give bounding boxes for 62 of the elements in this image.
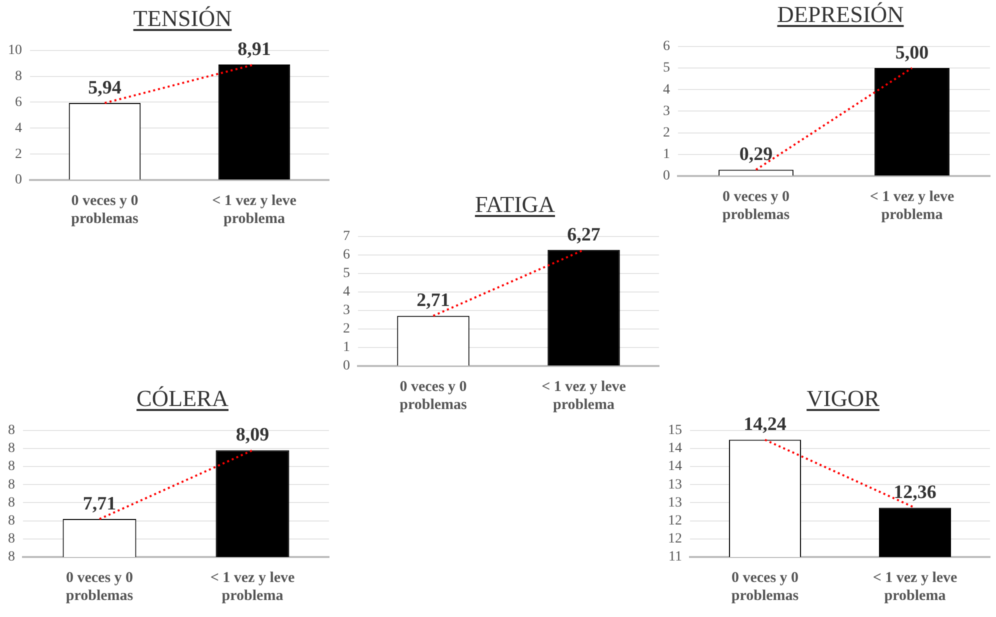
data-label: 0,29 [739,144,773,166]
y-tick-label: 12 [668,514,682,528]
y-tick-label: 14 [668,459,682,474]
x-tick-label: < 1 vez y leve problema [870,188,955,223]
y-tick-label: 0 [663,168,670,184]
chart-title: TENSIÓN [132,5,233,33]
y-tick-label: 6 [343,248,350,263]
chart-title: DEPRESIÓN [776,1,905,29]
chart-title: VIGOR [806,385,880,413]
data-label: 14,24 [744,414,787,436]
y-tick-label: 0 [343,358,350,374]
x-tick-label: < 1 vez y leve problema [210,570,296,604]
y-tick-label: 11 [668,550,682,565]
y-tick-label: 2 [663,125,670,140]
y-tick-label: 3 [663,104,670,119]
y-tick-label: 4 [15,120,22,136]
y-tick-label: 12 [668,532,682,547]
x-tick-label: 0 veces y 0 problemas [731,570,799,604]
data-label: 8,09 [236,424,270,446]
y-tick-label: 1 [663,147,670,162]
y-tick-label: 1 [343,340,350,356]
y-tick-label: 5 [663,60,670,76]
y-tick-label: 13 [668,477,682,492]
chart-title: FATIGA [474,191,556,219]
y-tick-label: 2 [343,322,350,337]
y-tick-label: 8 [8,514,15,528]
x-tick-label: 0 veces y 0 problemas [400,378,468,413]
y-tick-label: 13 [668,495,682,510]
data-label: 6,27 [567,224,601,246]
y-tick-label: 7 [343,229,350,244]
data-label: 5,94 [88,77,122,98]
y-tick-label: 8 [8,423,15,438]
data-label: 7,71 [82,493,116,514]
y-tick-label: 15 [668,423,682,438]
y-tick-label: 8 [8,532,15,547]
data-label: 8,91 [238,38,271,60]
y-tick-label: 3 [343,303,350,318]
y-tick-label: 14 [668,441,682,456]
y-tick-label: 5 [343,266,350,282]
data-label: 12,36 [894,482,936,504]
y-tick-label: 8 [15,68,22,84]
data-label: 5,00 [895,42,929,64]
y-tick-label: 6 [15,94,22,110]
x-tick-label: 0 veces y 0 problemas [722,188,790,223]
y-tick-label: 4 [343,284,350,300]
y-tick-label: 8 [8,495,15,510]
y-tick-label: 8 [8,477,15,492]
data-label: 2,71 [416,290,450,312]
y-tick-label: 10 [8,43,22,58]
y-tick-label: 6 [663,39,670,54]
x-tick-label: 0 veces y 0 problemas [71,192,139,227]
y-tick-label: 2 [15,146,22,162]
y-tick-label: 8 [8,459,15,474]
x-tick-label: < 1 vez y leve problema [872,570,958,604]
x-tick-label: < 1 vez y leve problema [212,192,297,227]
x-tick-label: < 1 vez y leve problema [542,378,626,413]
y-tick-label: 0 [15,172,22,188]
y-tick-label: 8 [8,550,15,565]
chart-title: CÓLERA [136,385,230,413]
y-tick-label: 4 [663,82,670,98]
y-tick-label: 8 [8,441,15,456]
x-tick-label: 0 veces y 0 problemas [66,570,134,604]
